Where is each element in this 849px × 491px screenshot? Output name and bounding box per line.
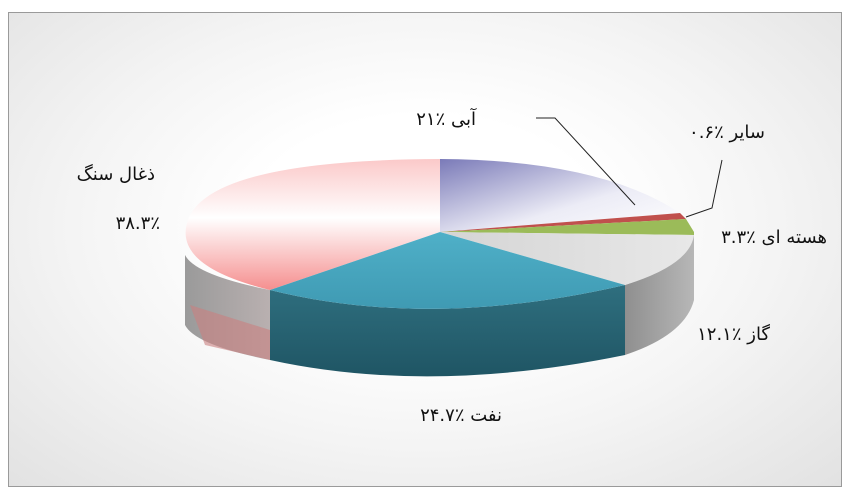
label-oil: نفت ٪٢۴.٧ [420,405,502,426]
pie-side-coal-red [190,305,270,360]
leader-line-other [685,159,723,218]
pie-slice-hydro [440,159,680,232]
pie-slice-other [440,213,686,232]
label-gas: گاز ٪١٢.١ [697,323,770,345]
leader-line-hydro [536,117,636,206]
pie-side-gas [625,232,694,355]
pie-slice-nuclear [440,219,694,235]
label-other: سایر ٪٠.۶ [689,122,765,143]
pie-slice-gas [440,232,694,285]
pie-slice-oil [270,232,625,309]
label-hydro: آبی ٪٢١ [416,107,477,130]
pie-side-oil [270,285,625,377]
label-coal-name: ذغال سنگ [77,163,155,185]
pie-slice-coal [185,159,440,290]
label-coal-value: ٣٨.٣٪ [116,213,160,234]
label-nuclear: هسته ای ٪٣.٣ [721,227,827,248]
pie-slices [185,159,694,309]
